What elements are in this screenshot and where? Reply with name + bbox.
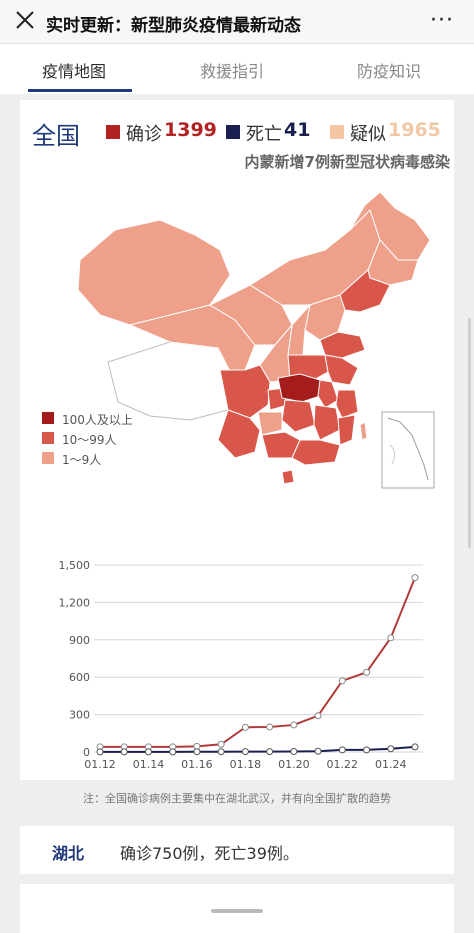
x-tick-label: 01.12 [84, 758, 116, 771]
confirmed-series-line [100, 577, 416, 748]
dead-series-line [100, 745, 416, 753]
legend-label-10: 10～99人 [62, 433, 117, 447]
tab-rescue-guide[interactable]: 救援指引 [200, 62, 265, 81]
active-tab-indicator [28, 89, 132, 92]
y-tick-label: 600 [69, 671, 90, 684]
y-tick-label: 0 [83, 746, 90, 759]
scrollbar[interactable] [468, 318, 471, 548]
region-label: 全国 [32, 122, 80, 150]
y-tick-label: 300 [69, 709, 90, 722]
tab-bar: 疫情地图 救援指引 防疫知识 [0, 44, 474, 94]
dead-label: 死亡 [246, 124, 282, 145]
dead-point [338, 746, 346, 754]
home-indicator[interactable] [211, 909, 263, 913]
trend-line-chart: 0 300 600 900 1,200 1,500 01.12 01.14 01.16 01.18… [59, 559, 423, 771]
dead-point [387, 745, 395, 753]
dead-point [193, 748, 201, 756]
dead-value: 41 [284, 119, 311, 141]
confirmed-point [217, 740, 225, 748]
confirmed-swatch [106, 125, 120, 139]
suspect-value: 1965 [388, 119, 441, 141]
province-card[interactable]: 湖北 确诊750例，死亡39例。 [20, 826, 454, 874]
confirmed-point [411, 574, 419, 582]
legend-swatch-100 [42, 412, 54, 424]
dead-point [169, 748, 177, 756]
x-tick-label: 01.16 [181, 758, 213, 771]
confirmed-value: 1399 [164, 119, 217, 141]
next-province-card[interactable] [20, 884, 454, 933]
x-tick-label: 01.18 [230, 758, 262, 771]
y-tick-label: 900 [69, 634, 90, 647]
province-name: 湖北 [52, 844, 85, 863]
dead-point [266, 748, 274, 756]
dead-swatch [226, 125, 240, 139]
dead-point [411, 743, 419, 751]
dead-point [144, 748, 152, 756]
top-bar: 实时更新：新型肺炎疫情最新动态 ··· [0, 0, 474, 44]
page-title: 实时更新：新型肺炎疫情最新动态 [46, 16, 301, 36]
y-tick-label: 1,500 [59, 559, 91, 572]
dead-point [290, 748, 298, 756]
confirmed-point [241, 723, 249, 731]
dead-point [217, 748, 225, 756]
y-tick-label: 1,200 [59, 596, 91, 609]
headline: 内蒙新增7例新型冠状病毒感染 [244, 153, 450, 171]
dead-point [120, 748, 128, 756]
confirmed-label: 确诊 [126, 124, 162, 145]
x-tick-label: 01.14 [133, 758, 165, 771]
confirmed-point [338, 677, 346, 685]
province-stats: 确诊750例，死亡39例。 [120, 844, 299, 863]
confirmed-point [387, 634, 395, 642]
china-map [42, 191, 435, 489]
confirmed-point [266, 723, 274, 731]
legend-swatch-10 [42, 432, 54, 444]
confirmed-point [363, 668, 371, 676]
more-icon[interactable]: ··· [430, 8, 454, 33]
legend-label-1: 1～9人 [62, 453, 102, 467]
south-china-sea-inset [381, 411, 435, 489]
legend-swatch-1 [42, 452, 54, 464]
tab-prevention[interactable]: 防疫知识 [357, 62, 422, 81]
dead-point [363, 746, 371, 754]
suspect-label: 疑似 [350, 124, 386, 145]
tab-map[interactable]: 疫情地图 [42, 62, 107, 81]
epidemic-map-card: 全国 确诊 1399 死亡 41 疑似 1965 内蒙新增7例新型冠状病毒感染 [20, 100, 454, 780]
x-tick-label: 01.20 [278, 758, 310, 771]
legend-label-100: 100人及以上 [62, 413, 133, 427]
x-tick-label: 01.24 [375, 758, 407, 771]
dead-point [241, 748, 249, 756]
x-tick-label: 01.22 [327, 758, 359, 771]
confirmed-point [290, 721, 298, 729]
dead-point [96, 748, 104, 756]
confirmed-point [314, 712, 322, 720]
suspect-swatch [330, 125, 344, 139]
dead-point [314, 747, 322, 755]
close-icon[interactable] [14, 9, 36, 31]
footnote: 注：全国确诊病例主要集中在湖北武汉，并有向全国扩散的趋势 [83, 792, 391, 805]
